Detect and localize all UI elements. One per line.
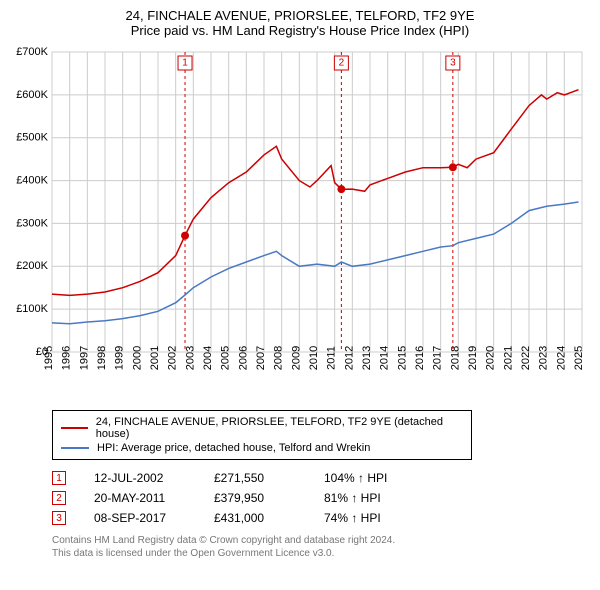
svg-text:2012: 2012 bbox=[343, 346, 355, 370]
svg-text:2014: 2014 bbox=[379, 346, 391, 370]
svg-text:£400K: £400K bbox=[16, 174, 48, 186]
legend: 24, FINCHALE AVENUE, PRIORSLEE, TELFORD,… bbox=[52, 410, 472, 460]
svg-text:1997: 1997 bbox=[78, 346, 90, 370]
svg-text:2011: 2011 bbox=[326, 346, 338, 370]
svg-text:3: 3 bbox=[450, 58, 456, 69]
svg-text:2022: 2022 bbox=[520, 346, 532, 370]
svg-text:£300K: £300K bbox=[16, 217, 48, 229]
legend-label-property: 24, FINCHALE AVENUE, PRIORSLEE, TELFORD,… bbox=[96, 416, 463, 440]
legend-label-hpi: HPI: Average price, detached house, Telf… bbox=[97, 442, 370, 454]
svg-text:1: 1 bbox=[182, 58, 188, 69]
svg-text:2004: 2004 bbox=[202, 346, 214, 370]
svg-text:2003: 2003 bbox=[184, 346, 196, 370]
svg-text:£100K: £100K bbox=[16, 303, 48, 315]
svg-text:2000: 2000 bbox=[131, 346, 143, 370]
legend-item-property: 24, FINCHALE AVENUE, PRIORSLEE, TELFORD,… bbox=[61, 415, 463, 441]
title-block: 24, FINCHALE AVENUE, PRIORSLEE, TELFORD,… bbox=[10, 8, 590, 38]
event-row: 1 12-JUL-2002 £271,550 104% ↑ HPI bbox=[52, 468, 580, 488]
event-hpi: 104% ↑ HPI bbox=[324, 471, 387, 485]
footer-line1: Contains HM Land Registry data © Crown c… bbox=[52, 534, 580, 547]
title-subtitle: Price paid vs. HM Land Registry's House … bbox=[10, 23, 590, 38]
svg-text:2020: 2020 bbox=[485, 346, 497, 370]
svg-text:2002: 2002 bbox=[167, 346, 179, 370]
svg-text:2017: 2017 bbox=[432, 346, 444, 370]
event-date: 12-JUL-2002 bbox=[94, 471, 214, 485]
chart-svg: £0£100K£200K£300K£400K£500K£600K£700K199… bbox=[10, 44, 590, 404]
event-marker-3: 3 bbox=[52, 511, 66, 525]
svg-text:1996: 1996 bbox=[61, 346, 73, 370]
svg-text:1998: 1998 bbox=[96, 346, 108, 370]
svg-text:2: 2 bbox=[339, 58, 345, 69]
footer-line2: This data is licensed under the Open Gov… bbox=[52, 547, 580, 560]
event-marker-1: 1 bbox=[52, 471, 66, 485]
events-table: 1 12-JUL-2002 £271,550 104% ↑ HPI 2 20-M… bbox=[52, 468, 580, 528]
event-row: 2 20-MAY-2011 £379,950 81% ↑ HPI bbox=[52, 488, 580, 508]
event-date: 20-MAY-2011 bbox=[94, 491, 214, 505]
svg-text:2007: 2007 bbox=[255, 346, 267, 370]
svg-text:2005: 2005 bbox=[220, 346, 232, 370]
legend-swatch-hpi bbox=[61, 447, 89, 449]
svg-text:2015: 2015 bbox=[396, 346, 408, 370]
svg-text:£200K: £200K bbox=[16, 260, 48, 272]
event-price: £271,550 bbox=[214, 471, 324, 485]
footer: Contains HM Land Registry data © Crown c… bbox=[52, 534, 580, 560]
svg-text:2006: 2006 bbox=[237, 346, 249, 370]
svg-text:2018: 2018 bbox=[449, 346, 461, 370]
event-marker-2: 2 bbox=[52, 491, 66, 505]
svg-text:2023: 2023 bbox=[538, 346, 550, 370]
svg-text:2024: 2024 bbox=[555, 346, 567, 370]
event-price: £379,950 bbox=[214, 491, 324, 505]
svg-text:£500K: £500K bbox=[16, 132, 48, 144]
svg-text:1999: 1999 bbox=[114, 346, 126, 370]
legend-item-hpi: HPI: Average price, detached house, Telf… bbox=[61, 441, 463, 455]
svg-text:£600K: £600K bbox=[16, 89, 48, 101]
chart-area: £0£100K£200K£300K£400K£500K£600K£700K199… bbox=[10, 44, 590, 404]
svg-text:1995: 1995 bbox=[43, 346, 55, 370]
title-address: 24, FINCHALE AVENUE, PRIORSLEE, TELFORD,… bbox=[10, 8, 590, 23]
event-row: 3 08-SEP-2017 £431,000 74% ↑ HPI bbox=[52, 508, 580, 528]
svg-text:2009: 2009 bbox=[290, 346, 302, 370]
svg-text:2001: 2001 bbox=[149, 346, 161, 370]
svg-text:2008: 2008 bbox=[273, 346, 285, 370]
svg-text:2010: 2010 bbox=[308, 346, 320, 370]
svg-text:2016: 2016 bbox=[414, 346, 426, 370]
svg-text:2025: 2025 bbox=[573, 346, 585, 370]
svg-text:£700K: £700K bbox=[16, 46, 48, 58]
svg-text:2019: 2019 bbox=[467, 346, 479, 370]
legend-swatch-property bbox=[61, 427, 88, 429]
svg-text:2013: 2013 bbox=[361, 346, 373, 370]
event-date: 08-SEP-2017 bbox=[94, 511, 214, 525]
chart-container: 24, FINCHALE AVENUE, PRIORSLEE, TELFORD,… bbox=[0, 0, 600, 570]
event-hpi: 74% ↑ HPI bbox=[324, 511, 381, 525]
event-hpi: 81% ↑ HPI bbox=[324, 491, 381, 505]
svg-text:2021: 2021 bbox=[502, 346, 514, 370]
event-price: £431,000 bbox=[214, 511, 324, 525]
